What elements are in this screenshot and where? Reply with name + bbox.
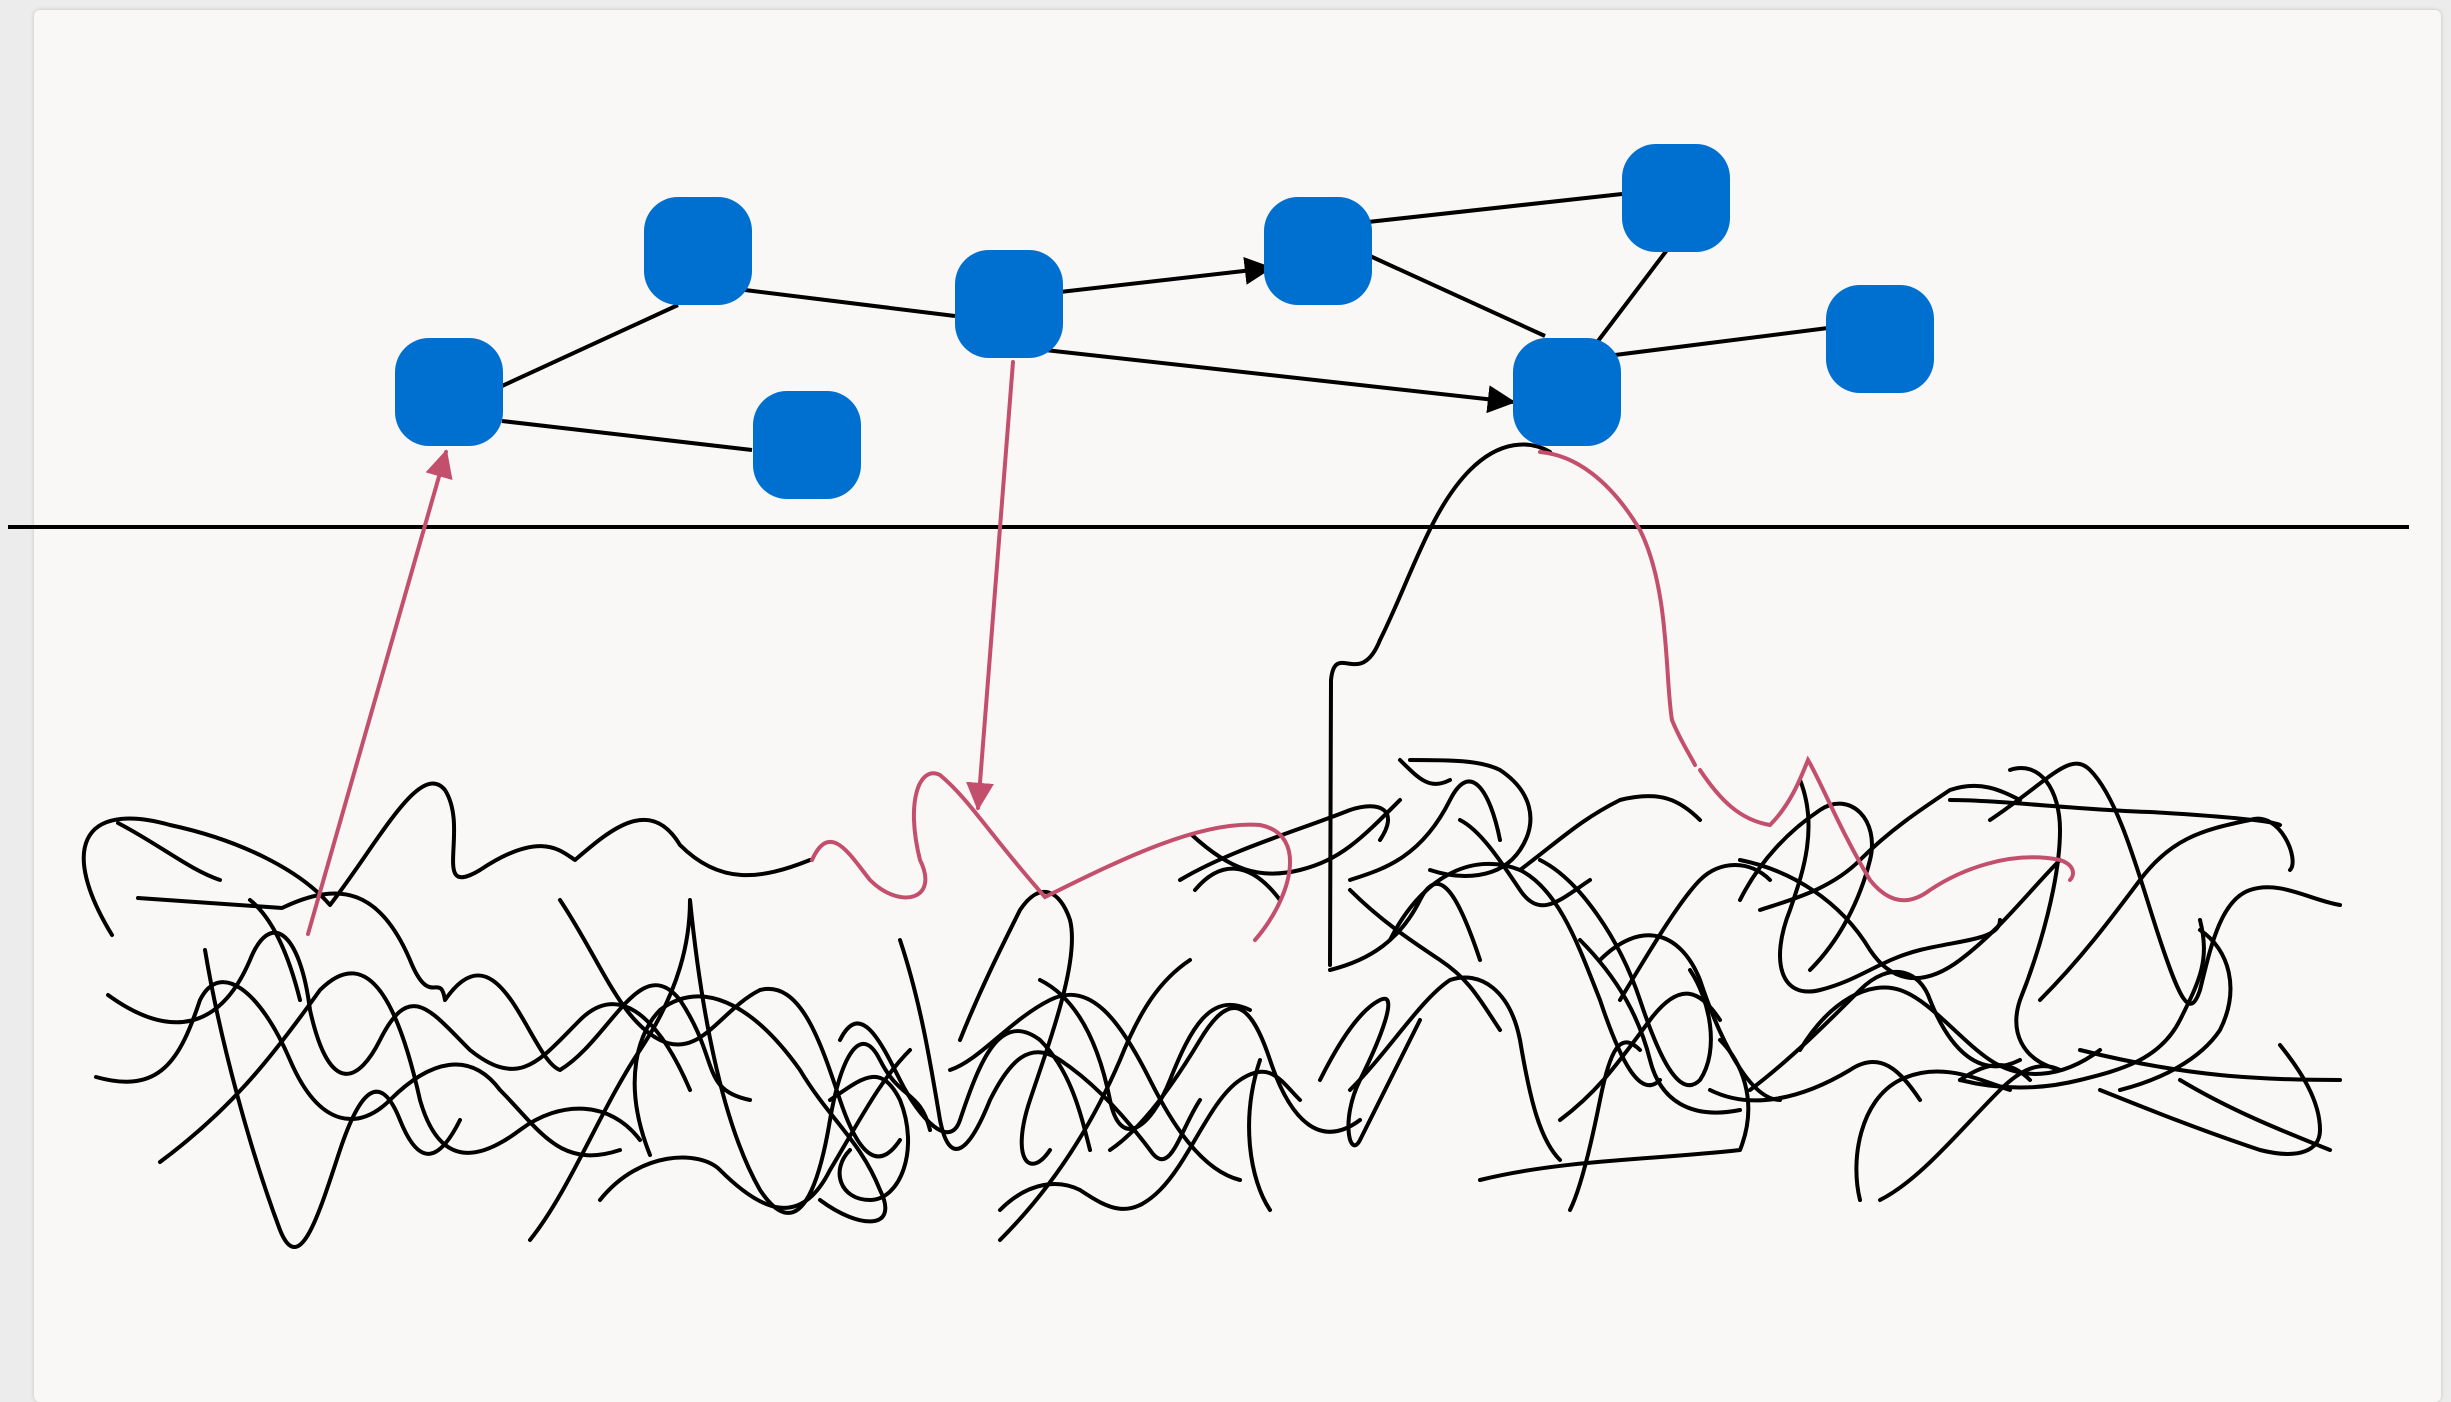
- network-node-n1: [395, 338, 503, 446]
- edge-n1-n3: [501, 419, 753, 452]
- strand: [1538, 858, 1713, 1088]
- node-edges: [501, 192, 1829, 452]
- edge-n2-n1: [501, 303, 679, 388]
- network-nodes: [395, 144, 1934, 499]
- strand: [558, 898, 902, 1159]
- strand: [998, 866, 1282, 1242]
- strand: [1378, 442, 1552, 642]
- strand: [1328, 882, 1482, 972]
- edge-n6-n7: [1593, 248, 1669, 347]
- strand: [958, 889, 1074, 1166]
- network-node-n7: [1513, 338, 1621, 446]
- network-node-n3: [753, 391, 861, 499]
- strand: [2098, 1043, 2322, 1156]
- edge-n4-n7: [1044, 348, 1516, 414]
- strand: [94, 980, 622, 1158]
- strand: [1328, 638, 1382, 967]
- highlight-links: [306, 360, 2075, 942]
- strand: [1854, 1069, 2012, 1202]
- link-down-n4: [966, 360, 1015, 811]
- strand: [1038, 978, 1252, 1131]
- strand: [1748, 970, 2022, 1092]
- strand: [2078, 1048, 2342, 1082]
- strand: [1878, 1064, 2062, 1202]
- strand: [948, 992, 1242, 1182]
- strand: [1778, 778, 2002, 994]
- strand: [598, 1048, 912, 1210]
- strand: [898, 938, 1202, 1162]
- network-node-n2: [644, 197, 752, 305]
- strand: [1247, 1058, 1272, 1212]
- strand: [2118, 928, 2233, 1092]
- strand: [116, 821, 302, 1002]
- strand: [1708, 1059, 1922, 1103]
- strand: [1108, 1006, 1362, 1152]
- strand: [1738, 858, 2062, 980]
- strand: [136, 891, 752, 1102]
- edge-n5-n7: [1369, 254, 1546, 338]
- strand: [1398, 758, 1592, 908]
- highlight-strand-right: [1538, 450, 2075, 903]
- strand: [2008, 766, 2062, 1072]
- strand: [1558, 991, 1722, 1122]
- strand: [1578, 938, 1742, 1115]
- strand: [1348, 779, 1502, 882]
- strand: [1388, 861, 1662, 1088]
- link-up-n1: [306, 449, 453, 936]
- strand: [632, 994, 888, 1224]
- network-node-n4: [955, 250, 1063, 358]
- strand: [1348, 975, 1562, 1162]
- strand: [1408, 758, 1533, 878]
- strand: [1618, 863, 1772, 1002]
- strand: [158, 971, 642, 1164]
- canvas-sheet: [34, 10, 2441, 1402]
- strand: [81, 781, 812, 937]
- edge-n5-n6: [1367, 192, 1623, 224]
- strand: [1518, 794, 1702, 872]
- strand: [1988, 761, 2342, 1006]
- edge-n2-n4: [744, 288, 956, 318]
- strand: [838, 1021, 1092, 1152]
- strand: [998, 1069, 1302, 1212]
- edge-n7-n8: [1614, 326, 1829, 357]
- strand: [2038, 816, 2295, 1002]
- network-node-n5: [1264, 197, 1372, 305]
- strand: [1568, 1040, 1642, 1212]
- strand: [2178, 1078, 2332, 1152]
- strand: [1190, 798, 1402, 876]
- strand: [1798, 985, 2102, 1076]
- edge-n4-n5: [1059, 256, 1273, 294]
- strand: [1958, 1063, 2032, 1082]
- strand: [106, 930, 692, 1092]
- strand: [203, 948, 462, 1249]
- strand: [828, 1075, 910, 1202]
- strand: [1598, 933, 1782, 1102]
- tangled-strands: [81, 442, 2342, 1249]
- strand: [1758, 783, 2022, 912]
- network-node-n6: [1622, 144, 1730, 252]
- highlight-strand-left: [810, 771, 1293, 942]
- strand: [1348, 888, 1502, 1032]
- network-node-n8: [1826, 285, 1934, 393]
- strand: [1318, 996, 1422, 1148]
